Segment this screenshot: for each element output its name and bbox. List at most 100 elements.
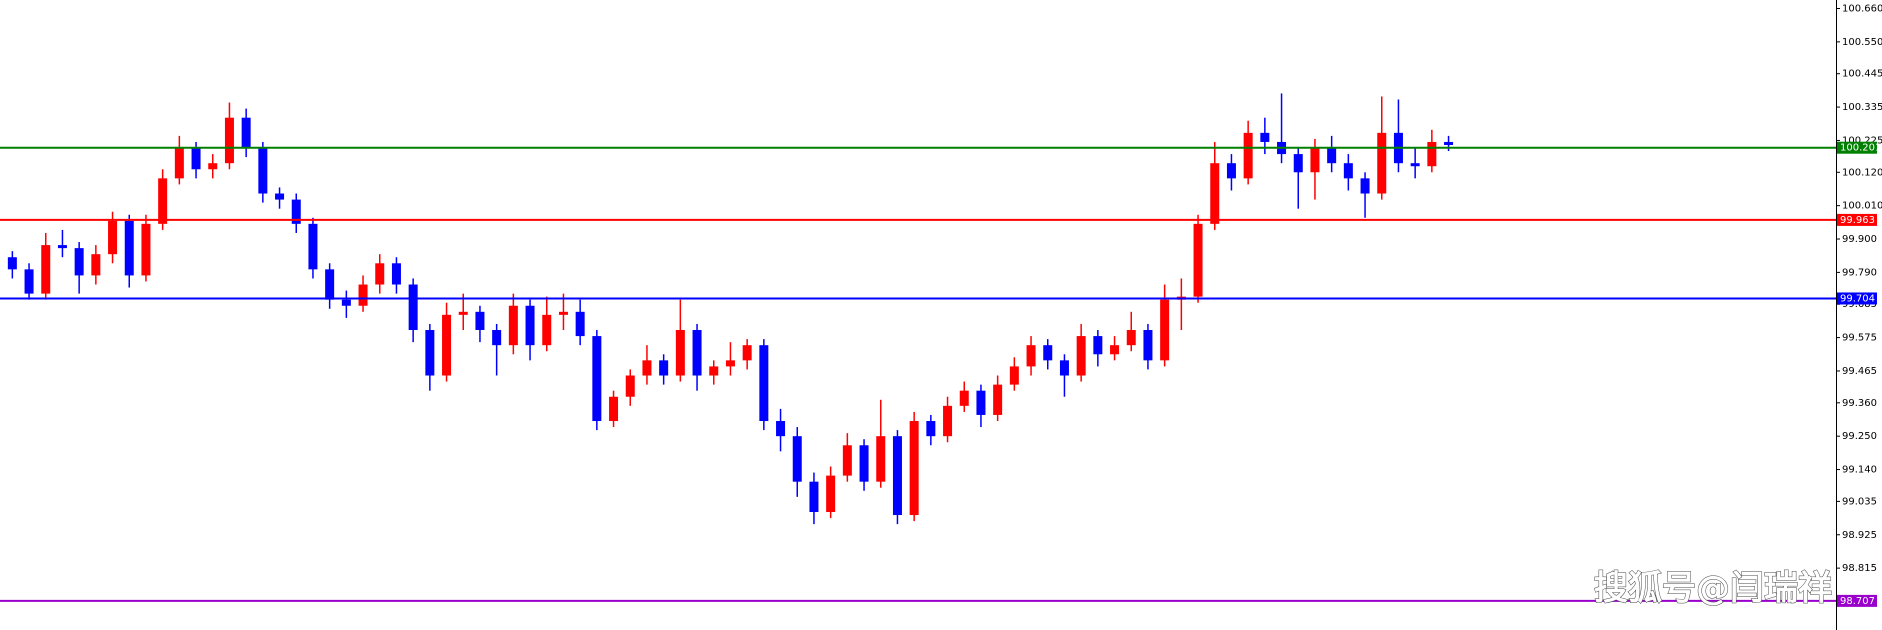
candle-body xyxy=(1293,154,1303,173)
candle-body xyxy=(976,390,986,415)
candle-body xyxy=(108,220,118,255)
y-tick-label: 99.685 xyxy=(1842,299,1877,310)
candle-body xyxy=(1059,360,1069,376)
y-tick-label: 100.120 xyxy=(1842,167,1882,178)
candle-body xyxy=(408,284,418,331)
candle-body xyxy=(258,148,268,194)
candle-body xyxy=(375,263,385,285)
candle-body xyxy=(1110,345,1120,355)
candle-body xyxy=(859,445,869,482)
candle-body xyxy=(1160,299,1170,361)
candle-body xyxy=(742,345,752,361)
candle-body xyxy=(1360,178,1370,194)
candle-body xyxy=(809,481,819,513)
level-label: 100.201 xyxy=(1840,143,1881,154)
candle-body xyxy=(208,163,218,170)
y-tick-label: 99.790 xyxy=(1842,267,1877,278)
candle-body xyxy=(141,223,151,276)
candle-body xyxy=(792,436,802,482)
y-tick-label: 98.815 xyxy=(1842,563,1877,574)
candle-body xyxy=(1260,132,1270,142)
candle-body xyxy=(7,257,17,270)
candle-body xyxy=(475,311,485,331)
candle-body xyxy=(725,360,735,367)
candle-body xyxy=(91,254,101,276)
candle-body xyxy=(625,375,635,397)
candle-body xyxy=(458,311,468,315)
candle-body xyxy=(241,117,251,149)
candle-body xyxy=(508,305,518,346)
candle-body xyxy=(943,405,953,437)
level-label: 98.707 xyxy=(1840,596,1875,607)
candle-body xyxy=(442,314,452,376)
candle-body xyxy=(1026,345,1036,367)
candle-body xyxy=(1009,366,1019,385)
y-tick-label: 99.140 xyxy=(1842,465,1877,476)
y-tick-label: 100.660 xyxy=(1842,3,1882,14)
candle-body xyxy=(41,245,51,294)
candle-body xyxy=(558,311,568,315)
candle-body xyxy=(659,360,669,376)
candle-body xyxy=(1444,141,1454,145)
candle-body xyxy=(174,148,184,179)
candle-body xyxy=(341,299,351,306)
y-tick-label: 98.925 xyxy=(1842,530,1877,541)
level-label-bg xyxy=(1837,594,1877,607)
candle-body xyxy=(24,269,34,294)
candle-body xyxy=(1377,132,1387,194)
candle-body xyxy=(308,223,318,270)
candle-body xyxy=(391,263,401,285)
y-tick-label: 99.575 xyxy=(1842,333,1877,344)
candle-body xyxy=(592,336,602,422)
candle-body xyxy=(892,436,902,516)
candle-body xyxy=(1143,330,1153,361)
candle-body xyxy=(575,311,585,337)
level-label-bg xyxy=(1837,292,1877,305)
candle-body xyxy=(1327,148,1337,164)
candle-body xyxy=(993,384,1003,415)
y-tick-label: 100.550 xyxy=(1842,37,1882,48)
y-tick-label: 100.010 xyxy=(1842,201,1882,212)
candle-body xyxy=(158,178,168,224)
candle-body xyxy=(74,248,84,276)
candle-body xyxy=(692,330,702,376)
candle-body xyxy=(709,366,719,376)
candle-body xyxy=(224,117,234,164)
candle-body xyxy=(926,421,936,437)
level-label: 99.704 xyxy=(1840,293,1875,304)
candle-body xyxy=(609,396,619,422)
candle-body xyxy=(325,269,335,300)
candle-body xyxy=(358,284,368,306)
y-tick-label: 100.225 xyxy=(1842,135,1882,146)
candle-body xyxy=(642,360,652,376)
candle-body xyxy=(909,421,919,516)
candle-body xyxy=(191,148,201,170)
candle-body xyxy=(776,421,786,437)
candle-body xyxy=(542,314,552,346)
candle-body xyxy=(291,199,301,224)
y-tick-label: 99.465 xyxy=(1842,366,1877,377)
candle-body xyxy=(1126,330,1136,346)
candle-body xyxy=(124,220,134,276)
candle-body xyxy=(1243,132,1253,179)
level-label-bg xyxy=(1837,141,1877,154)
candle-body xyxy=(1427,141,1437,167)
candle-body xyxy=(1310,148,1320,173)
candle-body xyxy=(959,390,969,406)
candle-body xyxy=(1210,163,1220,224)
level-label: 99.963 xyxy=(1840,215,1875,226)
candle-body xyxy=(1076,336,1086,376)
watermark: 搜狐号@闫瑞祥 xyxy=(1594,569,1832,609)
candle-body xyxy=(826,475,836,513)
candle-body xyxy=(57,245,67,249)
candle-body xyxy=(1343,163,1353,179)
candle-body xyxy=(275,193,285,200)
level-label-bg xyxy=(1837,213,1877,226)
candle-body xyxy=(1410,163,1420,167)
candle-body xyxy=(876,436,886,482)
y-tick-label: 100.335 xyxy=(1842,102,1882,113)
candle-body xyxy=(525,305,535,346)
